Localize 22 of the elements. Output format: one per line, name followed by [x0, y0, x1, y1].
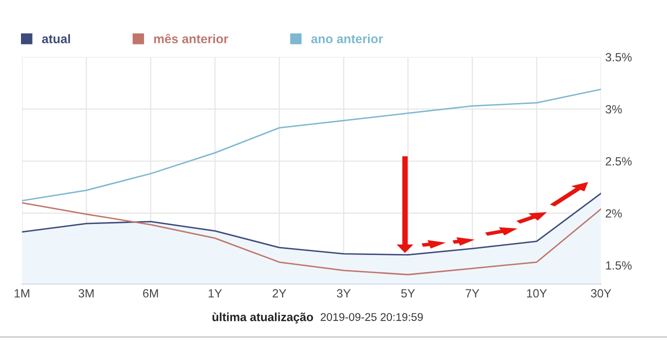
y-tick-label: 3%	[606, 105, 622, 114]
x-tick-label: 10Y	[527, 289, 547, 298]
y-tick-label: 2%	[606, 209, 622, 218]
x-tick-label: 6M	[143, 289, 158, 298]
y-tick-label: 1.5%	[606, 261, 632, 270]
x-tick-label: 3Y	[336, 289, 351, 298]
line-series	[22, 202, 601, 276]
legend-label: atual	[42, 34, 70, 44]
x-tick-label: 1M	[14, 289, 30, 298]
legend-label: mês anterior	[154, 34, 228, 44]
line-series	[22, 88, 601, 202]
text: 2019-09-25 20:19:59	[320, 313, 423, 321]
text: ùltima atualização	[212, 312, 314, 324]
x-tick-label: 7Y	[466, 289, 480, 298]
y-tick-label: 2.5%	[606, 157, 632, 166]
x-tick-label: 3M	[78, 289, 94, 298]
x-tick-label: 5Y	[401, 289, 415, 298]
x-tick-label: 30Y	[590, 289, 612, 298]
x-tick-label: 2Y	[272, 289, 286, 298]
legend-label: ano anterior	[311, 34, 383, 44]
x-tick-label: 1Y	[208, 289, 222, 298]
y-tick-label: 3.5%	[606, 53, 632, 62]
